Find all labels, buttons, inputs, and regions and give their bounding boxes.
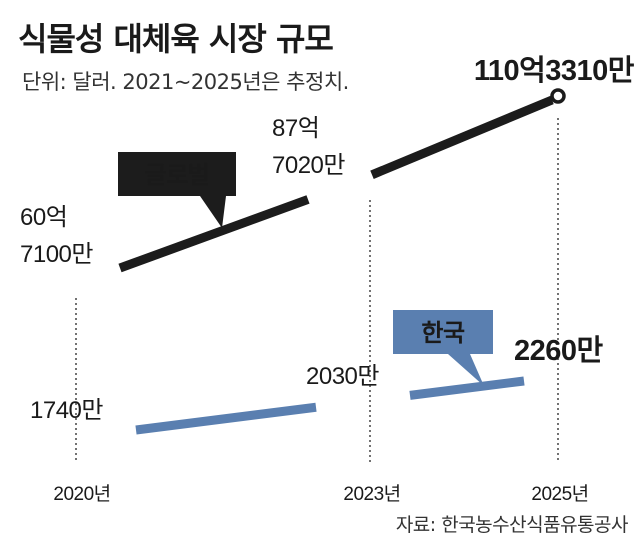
global-series-line xyxy=(370,95,554,179)
global-end-point xyxy=(550,88,566,104)
x-tick-label: 2025년 xyxy=(531,483,588,505)
korea-callout-box xyxy=(393,310,493,354)
korea-series-line xyxy=(135,402,317,435)
global-value-label: 60억 xyxy=(20,204,67,231)
korea-value-label: 2030만 xyxy=(306,363,379,390)
global-series-line xyxy=(118,195,310,273)
source-note: 자료: 한국농수산식품유통공사 xyxy=(395,514,629,536)
chart-title: 식물성 대체육 시장 규모 xyxy=(18,20,334,58)
unit-note: 단위: 달러. 2021~2025년은 추정치. xyxy=(22,70,349,94)
korea-callout-pointer xyxy=(448,354,484,386)
x-tick-label: 2023년 xyxy=(343,483,400,505)
global-value-label: 110억3310만 xyxy=(474,54,635,87)
korea-value-label: 2260만 xyxy=(514,334,604,367)
global-value-label: 7100만 xyxy=(20,241,93,268)
korea-value-label: 1740만 xyxy=(30,397,103,424)
global-callout-pointer xyxy=(200,196,226,228)
global-value-label: 7020만 xyxy=(272,152,345,179)
korea-series-line xyxy=(409,376,525,400)
korea-callout-label: 한국 xyxy=(421,320,465,347)
global-callout-label: 글로벌 xyxy=(145,162,210,189)
x-tick-label: 2020년 xyxy=(53,483,110,505)
global-value-label: 87억 xyxy=(272,115,319,142)
global-callout-box xyxy=(118,152,236,196)
